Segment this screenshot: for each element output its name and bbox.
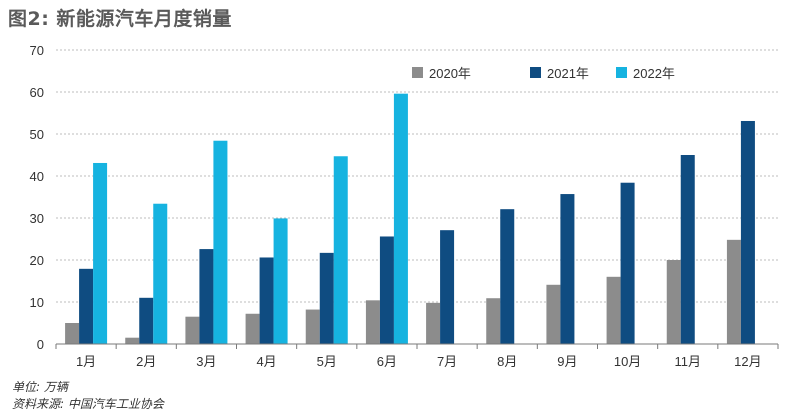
y-tick-label: 40: [30, 169, 44, 184]
bar-2022年-4月: [273, 218, 288, 344]
bar-2020年-9月: [546, 284, 561, 344]
x-tick-label: 4月: [256, 354, 276, 369]
x-axis-ticks: 1月 2月 3月 4月 5月 6月 7月 8月 9月 10月 11月 12月: [76, 354, 762, 369]
bar-2021年-6月: [379, 236, 394, 344]
bar-2021年-3月: [199, 249, 214, 344]
bar-2022年-1月: [93, 162, 108, 344]
y-tick-label: 50: [30, 127, 44, 142]
y-tick-label: 20: [30, 253, 44, 268]
x-tick-label: 1月: [76, 354, 96, 369]
y-axis-ticks: 0 10 20 30 40 50 60 70: [30, 43, 44, 352]
legend-label: 2022年: [633, 66, 675, 81]
x-tick-label: 12月: [734, 354, 761, 369]
x-tick-label: 3月: [196, 354, 216, 369]
bar-2021年-10月: [620, 182, 635, 344]
bar-2021年-1月: [79, 268, 94, 344]
legend: 2020年 2021年 2022年: [412, 66, 675, 81]
y-tick-label: 60: [30, 85, 44, 100]
bars: [65, 93, 755, 345]
bar-2020年-10月: [606, 276, 621, 344]
y-tick-label: 30: [30, 211, 44, 226]
bar-2020年-1月: [65, 323, 80, 344]
bar-2022年-3月: [213, 140, 228, 344]
bar-2020年-4月: [245, 313, 260, 344]
bar-2021年-12月: [740, 120, 755, 344]
y-tick-label: 70: [30, 43, 44, 58]
bar-2020年-5月: [305, 309, 320, 344]
y-tick-label: 0: [37, 337, 44, 352]
legend-label: 2021年: [547, 66, 589, 81]
bar-2021年-7月: [440, 230, 455, 344]
bar-chart: 0 10 20 30 40 50 60 70 1月 2月 3月 4月 5月 6月 7月 8月 9月 10月 11月…: [30, 43, 779, 369]
legend-swatch: [530, 67, 541, 78]
gridlines: [56, 49, 778, 303]
bar-2021年-8月: [500, 209, 515, 344]
x-axis: [55, 343, 779, 349]
x-tick-label: 2月: [136, 354, 156, 369]
bar-2021年-11月: [680, 155, 695, 344]
x-tick-label: 11月: [675, 354, 702, 369]
bar-2021年-5月: [319, 252, 334, 344]
bar-2020年-11月: [666, 260, 681, 344]
bar-2020年-6月: [365, 300, 380, 344]
x-tick-label: 7月: [437, 354, 457, 369]
bar-2020年-2月: [125, 337, 140, 344]
bar-2022年-5月: [333, 156, 348, 344]
x-tick-label: 5月: [317, 354, 337, 369]
x-tick-label: 9月: [557, 354, 577, 369]
bar-2022年-2月: [153, 203, 168, 344]
bar-2021年-2月: [139, 297, 154, 344]
bar-2021年-9月: [560, 194, 575, 344]
bar-2020年-12月: [726, 239, 741, 344]
bar-2020年-3月: [185, 316, 200, 344]
x-tick-label: 8月: [497, 354, 517, 369]
y-tick-label: 10: [30, 295, 44, 310]
chart-title: 图2: 新能源汽车月度销量: [8, 8, 232, 30]
legend-swatch: [616, 67, 627, 78]
bar-2020年-7月: [426, 302, 441, 344]
unit-note: 单位: 万辆: [12, 380, 68, 394]
x-tick-label: 10月: [614, 354, 641, 369]
legend-label: 2020年: [429, 66, 471, 81]
bar-2021年-4月: [259, 257, 274, 344]
x-tick-label: 6月: [377, 354, 397, 369]
bar-2022年-6月: [393, 93, 408, 345]
legend-swatch: [412, 67, 423, 78]
source-note: 资料来源: 中国汽车工业协会: [12, 397, 164, 411]
bar-2020年-8月: [486, 298, 501, 344]
